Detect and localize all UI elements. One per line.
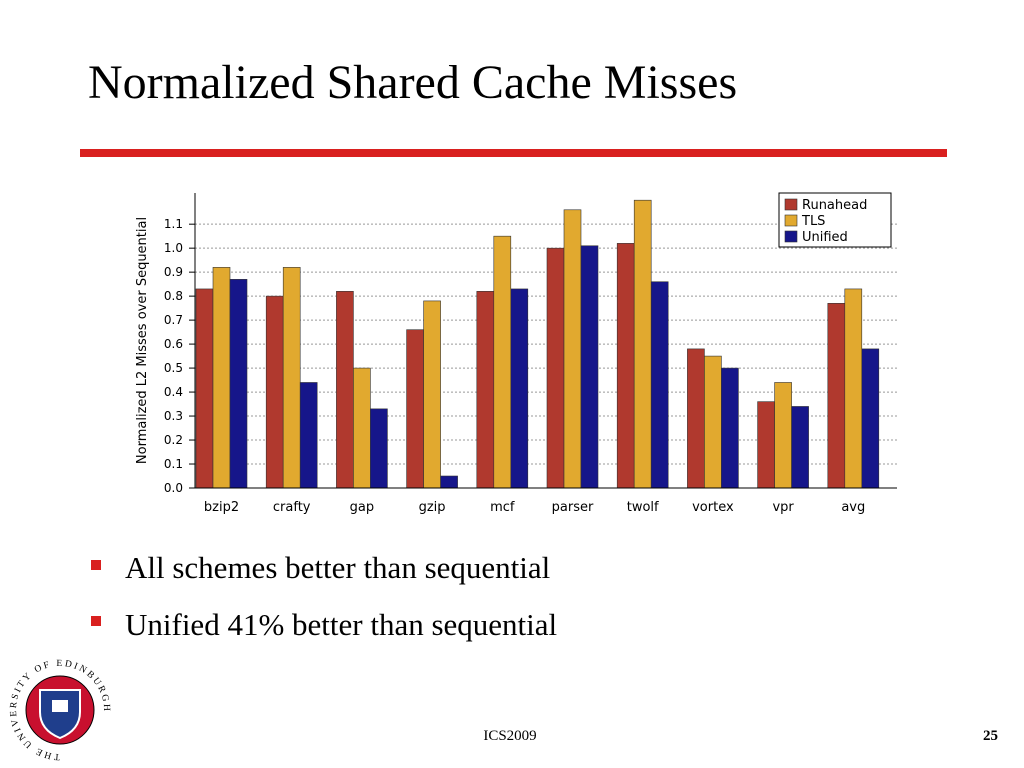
x-tick-label: gzip [419,500,446,515]
page-number: 25 [983,728,998,744]
slide-title: Normalized Shared Cache Misses [88,56,737,109]
y-tick-label: 0.5 [164,361,183,375]
y-tick-label: 0.4 [164,385,183,399]
bar [844,288,863,489]
legend-label: TLS [801,214,825,229]
y-tick-label: 0.1 [164,457,183,471]
bar [510,288,529,489]
x-tick-label: avg [841,500,865,515]
x-tick-label: mcf [490,500,515,515]
legend-label: Runahead [802,198,867,213]
y-tick-label: 1.1 [164,217,183,231]
bar [282,267,301,489]
chart: 0.0 0.1 0.2 0.3 0.4 0.5 0.6 0.7 0.8 0.9 1.0 1.1 Norm… [135,192,897,515]
bar [650,281,669,489]
bar [212,267,231,489]
footer: ICS2009 [483,728,536,744]
bar [633,199,652,489]
y-tick-label: 0.7 [164,313,183,327]
bar [546,247,565,489]
bar [440,475,458,489]
x-tick-label: crafty [273,500,311,515]
x-tick-label: gap [350,500,374,515]
bar [580,245,599,489]
bar [370,408,388,489]
logo-shield [39,689,81,740]
bar [423,300,441,489]
y-axis-title: Normalized L2 Misses over Sequential [135,217,150,464]
bar [757,401,775,489]
bar [774,382,792,489]
y-tick-label: 0.8 [164,289,183,303]
title-rule [80,149,947,157]
bar [229,279,248,489]
x-tick-label: vpr [772,500,794,515]
bar [265,295,284,489]
y-tick-label: 0.6 [164,337,183,351]
y-tick-label: 0.3 [164,409,183,423]
y-tick-label: 0.0 [164,481,183,495]
bar [827,303,846,489]
logo: THE UNIVERSITY OF EDINBURGH [9,659,109,761]
bar [687,348,705,489]
bar [299,382,318,489]
bullet-text: All schemes better than sequential [125,550,550,585]
bar [406,329,424,489]
bar [861,348,880,489]
bar [493,235,512,489]
bar [791,406,809,489]
logo-book [52,700,68,712]
x-tick-label: parser [552,500,594,515]
y-tick-label: 0.2 [164,433,183,447]
bar [476,291,495,489]
legend-box [778,192,892,248]
x-tick-label: bzip2 [204,500,239,515]
legend-label: Unified [802,230,848,245]
bar [721,367,739,489]
bar [704,355,722,489]
legend-swatch [784,214,798,227]
x-tick-label: twolf [627,500,659,515]
bar [563,209,582,489]
bar [195,288,214,489]
bar [353,367,371,489]
bar [336,291,354,489]
y-tick-label: 0.9 [164,265,183,279]
bar [616,243,635,489]
legend-swatch [784,198,798,211]
y-tick-label: 1.0 [164,241,183,255]
x-tick-label: vortex [692,500,734,515]
bullet-marker [91,560,101,570]
legend-swatch [784,230,798,243]
bullet-marker [91,616,101,626]
bullet-text: Unified 41% better than sequential [125,607,557,642]
